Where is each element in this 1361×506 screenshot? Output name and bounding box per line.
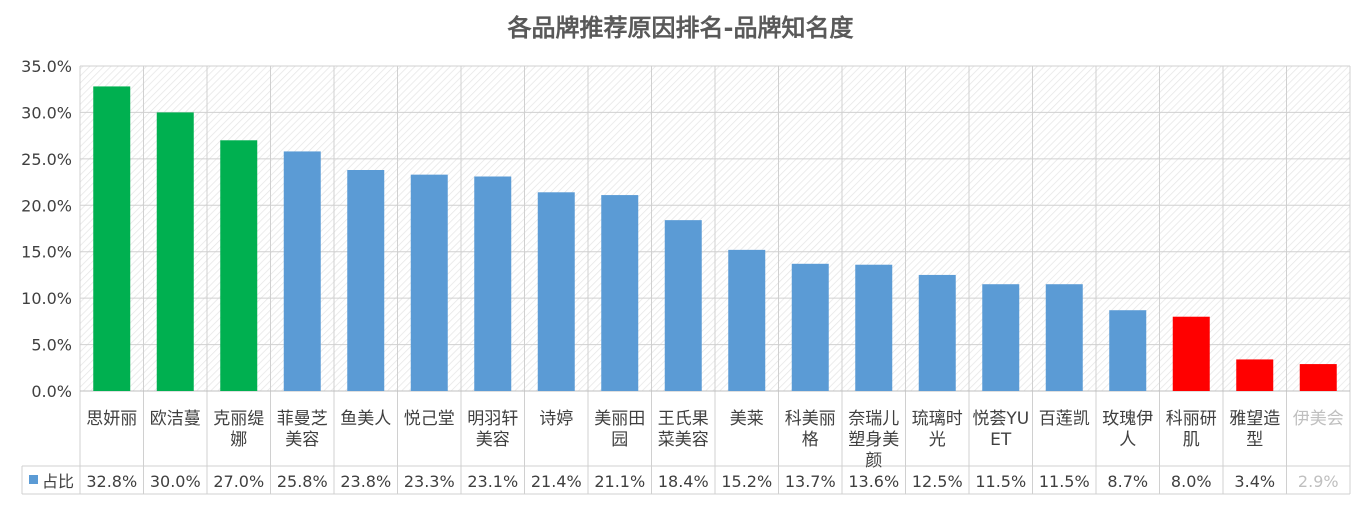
bar — [93, 86, 131, 391]
category-label: 雅望造 — [1229, 409, 1280, 429]
value-label: 8.7% — [1107, 472, 1148, 491]
bar — [601, 195, 639, 391]
value-label: 2.9% — [1298, 472, 1339, 491]
bar — [283, 151, 321, 391]
category-label: 型 — [1246, 430, 1263, 450]
value-label: 21.4% — [531, 472, 582, 491]
bar — [1172, 316, 1210, 391]
y-tick-label: 15.0% — [21, 243, 72, 262]
category-label: 悦荟YU — [972, 409, 1029, 429]
y-tick-label: 35.0% — [21, 57, 72, 76]
category-label: 百莲凯 — [1039, 409, 1090, 429]
category-label: 明羽轩 — [467, 409, 518, 429]
bar — [1109, 310, 1147, 391]
category-label: 诗婷 — [539, 409, 573, 429]
category-label: 思妍丽 — [86, 409, 137, 429]
bar — [1236, 359, 1274, 391]
category-label: 娜 — [230, 430, 247, 450]
category-label: 琉璃时 — [912, 409, 963, 429]
category-label: 塑身美 — [848, 430, 899, 450]
bar — [347, 170, 385, 391]
category-label: 玫瑰伊 — [1102, 409, 1153, 429]
legend-swatch — [29, 475, 38, 484]
category-label: 王氏果 — [658, 409, 709, 429]
category-label: 菜美容 — [658, 430, 709, 450]
value-label: 13.6% — [848, 472, 899, 491]
value-label: 12.5% — [912, 472, 963, 491]
value-label: 30.0% — [150, 472, 201, 491]
bar — [220, 140, 258, 391]
bar — [1299, 364, 1337, 391]
bar — [728, 249, 766, 391]
category-label: 欧洁蔓 — [150, 409, 201, 429]
category-label: 美容 — [285, 430, 319, 450]
bar — [664, 220, 702, 391]
value-label: 32.8% — [86, 472, 137, 491]
category-label: 人 — [1119, 430, 1136, 450]
y-tick-label: 20.0% — [21, 196, 72, 215]
category-label: 美丽田 — [594, 409, 645, 429]
category-label: 光 — [929, 430, 946, 450]
category-label: 科丽研 — [1166, 409, 1217, 429]
value-label: 3.4% — [1234, 472, 1275, 491]
category-label: 园 — [611, 430, 628, 450]
value-label: 21.1% — [594, 472, 645, 491]
category-label: 克丽缇 — [213, 409, 264, 429]
category-label: 美容 — [476, 430, 510, 450]
bar — [410, 174, 448, 391]
value-label: 27.0% — [213, 472, 264, 491]
value-label: 8.0% — [1171, 472, 1212, 491]
category-label: 悦己堂 — [404, 409, 455, 429]
value-label: 15.2% — [721, 472, 772, 491]
legend-label: 占比 — [42, 472, 74, 491]
bar — [474, 176, 512, 391]
value-label: 11.5% — [1039, 472, 1090, 491]
bar — [1045, 284, 1083, 391]
bar — [791, 263, 829, 391]
value-label: 23.1% — [467, 472, 518, 491]
y-tick-label: 25.0% — [21, 150, 72, 169]
bar — [156, 112, 194, 391]
category-label: 伊美会 — [1293, 409, 1344, 429]
value-label: 25.8% — [277, 472, 328, 491]
y-tick-label: 10.0% — [21, 289, 72, 308]
category-label: 奈瑞儿 — [848, 409, 899, 429]
bar — [537, 192, 575, 391]
value-label: 13.7% — [785, 472, 836, 491]
category-label: 肌 — [1183, 430, 1200, 450]
category-label: 格 — [802, 430, 819, 450]
bar — [918, 274, 956, 391]
value-label: 23.3% — [404, 472, 455, 491]
category-label: 科美丽 — [785, 409, 836, 429]
y-tick-label: 0.0% — [31, 382, 72, 401]
y-tick-label: 5.0% — [31, 336, 72, 355]
category-label: ET — [990, 430, 1012, 450]
value-label: 18.4% — [658, 472, 709, 491]
category-label: 菲曼芝 — [277, 409, 328, 429]
value-label: 11.5% — [975, 472, 1026, 491]
chart-title: 各品牌推荐原因排名-品牌知名度 — [507, 14, 854, 42]
y-tick-label: 30.0% — [21, 103, 72, 122]
category-label: 鱼美人 — [340, 409, 391, 429]
bar — [855, 264, 893, 391]
value-label: 23.8% — [340, 472, 391, 491]
category-label: 美莱 — [730, 409, 764, 429]
category-label: 颜 — [865, 451, 882, 471]
bar — [982, 284, 1020, 391]
